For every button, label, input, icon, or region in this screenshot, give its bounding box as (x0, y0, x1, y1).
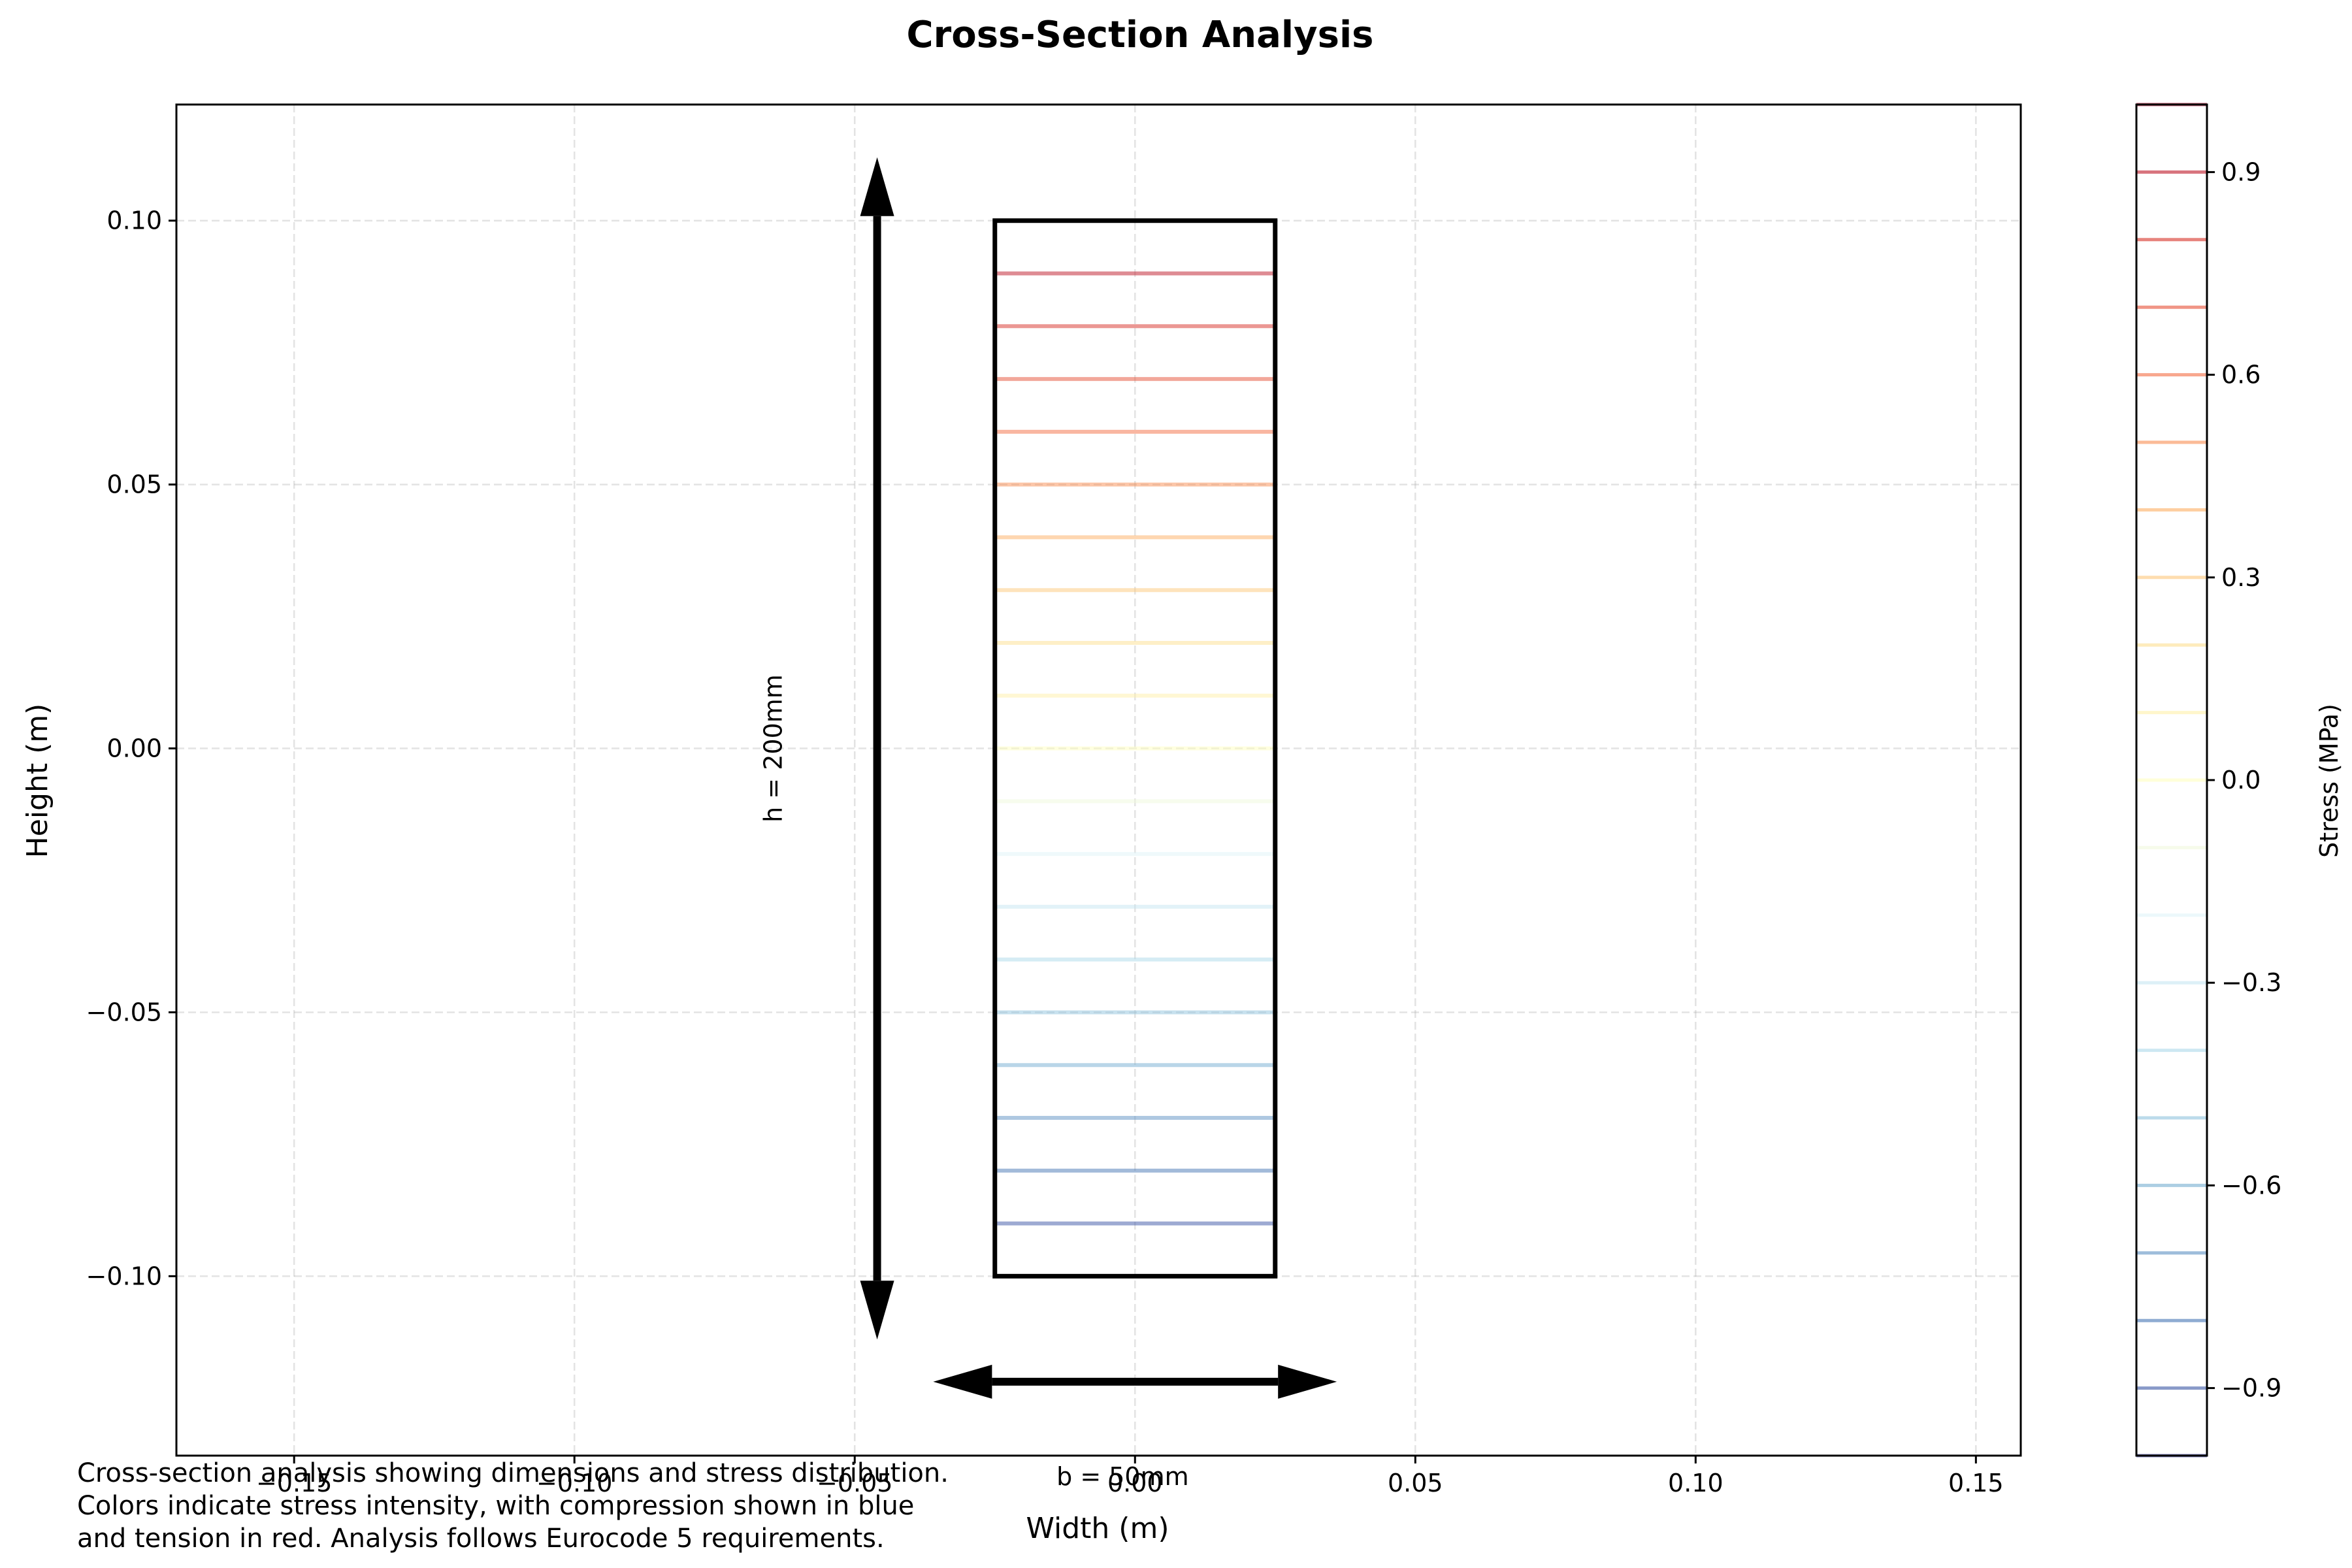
x-tick-label: −0.10 (536, 1469, 612, 1497)
caption: Cross-section analysis showing dimension… (77, 1458, 949, 1554)
colorbar-tick-label: −0.9 (2221, 1374, 2281, 1403)
stress-lines (994, 218, 1275, 1279)
plot-area: −0.15 −0.10 −0.05 0.00 0.05 0.10 0.15 −0.10−0.… (86, 103, 2022, 1497)
height-arrow-head-top (860, 157, 894, 216)
y-tick-label: 0.00 (106, 734, 162, 763)
colorbar-tick-label: 0.6 (2221, 361, 2261, 389)
x-tick-label: 0.10 (1668, 1469, 1723, 1497)
axes-frame (175, 103, 2022, 1457)
y-axis-ticks: −0.10 −0.05 0.00 0.05 0.10 (86, 206, 176, 1290)
y-tick-label: 0.05 (106, 470, 162, 499)
x-tick-label: 0.05 (1388, 1469, 1443, 1497)
x-tick-label: −0.15 (256, 1469, 332, 1497)
y-tick-label: 0.10 (106, 206, 162, 235)
width-dimension-label: b = 50mm (1056, 1462, 1189, 1491)
colorbar-ticks: −0.9 −0.6 −0.3 0.0 0.3 0.6 0.9 (2207, 157, 2281, 1403)
colorbar: −0.9 −0.6 −0.3 0.0 0.3 0.6 0.9 Stress (MPa) (2135, 103, 2344, 1458)
dimension-arrows (860, 157, 1337, 1399)
caption-line-3: and tension in red. Analysis follows Eur… (77, 1524, 885, 1554)
height-arrow-head-bottom (860, 1281, 894, 1340)
x-tick-label: 0.15 (1948, 1469, 2004, 1497)
colorbar-tick-label: −0.6 (2221, 1171, 2281, 1200)
x-tick-label: −0.05 (817, 1469, 892, 1497)
colorbar-label: Stress (MPa) (2315, 704, 2344, 858)
y-axis-label: Height (m) (21, 704, 54, 858)
x-axis-ticks: −0.15 −0.10 −0.05 0.00 0.05 0.10 0.15 (256, 1456, 2004, 1497)
colorbar-tick-label: −0.3 (2221, 968, 2281, 997)
caption-line-2: Colors indicate stress intensity, with c… (77, 1491, 914, 1521)
colorbar-tick-label: 0.3 (2221, 563, 2261, 592)
caption-line-1: Cross-section analysis showing dimension… (77, 1458, 949, 1488)
colorbar-tick-label: 0.9 (2221, 157, 2261, 186)
x-axis-label: Width (m) (1026, 1512, 1169, 1545)
width-arrow-head-right (1278, 1364, 1337, 1399)
width-arrow-head-left (933, 1364, 992, 1399)
y-tick-label: −0.10 (86, 1262, 162, 1290)
colorbar-tick-label: 0.0 (2221, 766, 2261, 794)
colorbar-levels (2136, 103, 2207, 1458)
height-dimension-label: h = 200mm (759, 674, 788, 823)
x-tick-label: 0.00 (1107, 1469, 1163, 1497)
grid (176, 105, 2021, 1456)
y-tick-label: −0.05 (86, 998, 162, 1026)
cross-section-outline (992, 218, 1278, 1279)
chart-title: Cross-Section Analysis (907, 14, 1374, 56)
